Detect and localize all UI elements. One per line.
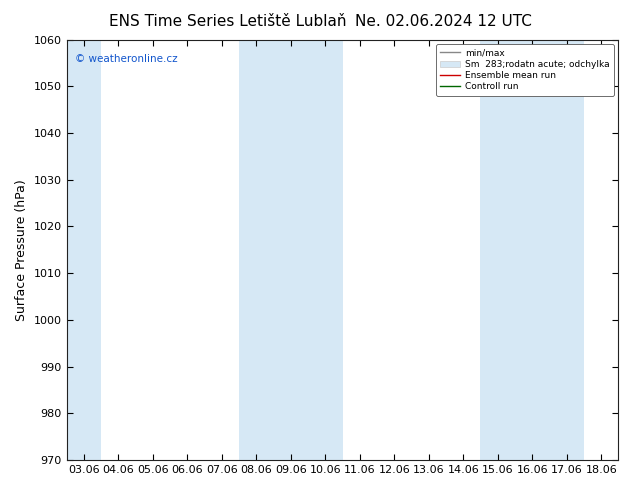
Bar	[239, 40, 342, 460]
Legend: min/max, Sm  283;rodatn acute; odchylka, Ensemble mean run, Controll run: min/max, Sm 283;rodatn acute; odchylka, …	[436, 44, 614, 96]
Text: Ne. 02.06.2024 12 UTC: Ne. 02.06.2024 12 UTC	[356, 14, 532, 29]
Y-axis label: Surface Pressure (hPa): Surface Pressure (hPa)	[15, 179, 28, 321]
Text: ENS Time Series Letiště Lublaň: ENS Time Series Letiště Lublaň	[110, 14, 347, 29]
Bar	[481, 40, 584, 460]
Bar	[67, 40, 101, 460]
Text: © weatheronline.cz: © weatheronline.cz	[75, 54, 178, 64]
